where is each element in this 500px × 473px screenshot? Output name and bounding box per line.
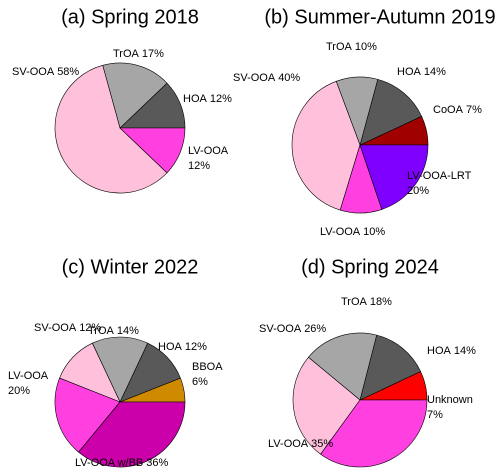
slice-label: SV-OOA 40% [233, 72, 300, 84]
pie-slice [91, 336, 149, 403]
slice-name: HOA [427, 345, 452, 357]
slice-name: SV-OOA [233, 72, 276, 84]
slice-name: TrOA [113, 48, 140, 60]
slice-value: 10% [363, 226, 385, 238]
pie-slice [307, 332, 378, 401]
slice-name: TrOA [341, 296, 368, 308]
slice-label: SV-OOA 58% [12, 66, 79, 78]
slice-value: 14% [424, 66, 446, 78]
slice-name: SV-OOA [12, 66, 55, 78]
slice-name: LV-OOA-LRT [407, 170, 472, 182]
pie-slice [359, 78, 423, 146]
slice-name: LV-OOA w/BB [75, 457, 143, 469]
slice-label: HOA 12% [183, 93, 232, 105]
slice-value: 58% [57, 66, 79, 78]
slice-label: LV-OOA 35% [268, 438, 333, 450]
slice-name: TrOA [88, 325, 115, 337]
slice-value: 20% [407, 185, 429, 197]
slice-value: 12% [210, 93, 232, 105]
slice-value: 10% [355, 41, 377, 53]
pie-slice [54, 64, 168, 194]
slice-name: LV-OOA [8, 370, 49, 382]
slice-value: 35% [311, 438, 333, 450]
pie-slice [54, 377, 121, 453]
slice-value: 36% [146, 457, 168, 469]
slice-value: 20% [8, 385, 30, 397]
pie-slice [78, 401, 186, 468]
chart-title: (b) Summer-Autumn 2019 [264, 6, 495, 28]
slice-value: 14% [117, 325, 139, 337]
slice-name: BBOA [192, 361, 223, 373]
slice-value: 14% [454, 345, 476, 357]
slice-label: TrOA 14% [88, 325, 139, 337]
slice-label: LV-OOA 10% [320, 226, 385, 238]
slice-name: LV-OOA [268, 438, 309, 450]
chart-title: (d) Spring 2024 [301, 256, 439, 278]
slice-value: 7% [466, 104, 482, 116]
slice-label: HOA 12% [158, 341, 207, 353]
slice-label: SV-OOA 12% [34, 322, 101, 334]
slice-value: 17% [142, 48, 164, 60]
pie-slice [359, 334, 422, 401]
slice-label: CoOA 7% [433, 104, 482, 116]
pie-slice [320, 399, 428, 468]
slice-name: SV-OOA [34, 322, 77, 334]
slice-label: HOA 14% [427, 345, 476, 357]
pie-slice [292, 356, 361, 455]
slice-name: TrOA [326, 41, 353, 53]
slice-value: 6% [192, 376, 208, 388]
slice-name: SV-OOA [259, 323, 302, 335]
pie-slice [102, 62, 168, 129]
slice-label: LV-OOA 20% [8, 370, 49, 397]
slice-value: 26% [304, 323, 326, 335]
pie-slice [119, 127, 186, 174]
slice-name: CoOA [433, 104, 464, 116]
slice-value: 18% [370, 296, 392, 308]
slice-value: 12% [79, 322, 101, 334]
pie-slice [291, 80, 361, 211]
slice-name: LV-OOA [188, 145, 229, 157]
chart-title: (a) Spring 2018 [61, 6, 199, 28]
slice-name: LV-OOA [320, 226, 361, 238]
slice-label: SV-OOA 26% [259, 323, 326, 335]
slice-name: HOA [183, 93, 208, 105]
slice-name: Unknown [427, 394, 473, 406]
slice-label: TrOA 10% [326, 41, 377, 53]
chart-title: (c) Winter 2022 [62, 256, 199, 278]
slice-label: LV-OOA-LRT 20% [407, 170, 472, 197]
slice-value: 7% [427, 409, 443, 421]
slice-name: HOA [397, 66, 422, 78]
slice-label: LV-OOA 12% [188, 145, 229, 172]
pie-slice [359, 144, 429, 210]
slice-name: HOA [158, 341, 183, 353]
slice-label: Unknown 7% [427, 394, 473, 421]
slice-label: LV-OOA w/BB 36% [75, 457, 169, 469]
slice-value: 12% [188, 160, 210, 172]
slice-value: 40% [278, 72, 300, 84]
slice-label: HOA 14% [397, 66, 446, 78]
slice-label: TrOA 17% [113, 48, 164, 60]
slice-value: 12% [185, 341, 207, 353]
slice-label: BBOA 6% [192, 361, 223, 388]
slice-label: TrOA 18% [341, 296, 392, 308]
